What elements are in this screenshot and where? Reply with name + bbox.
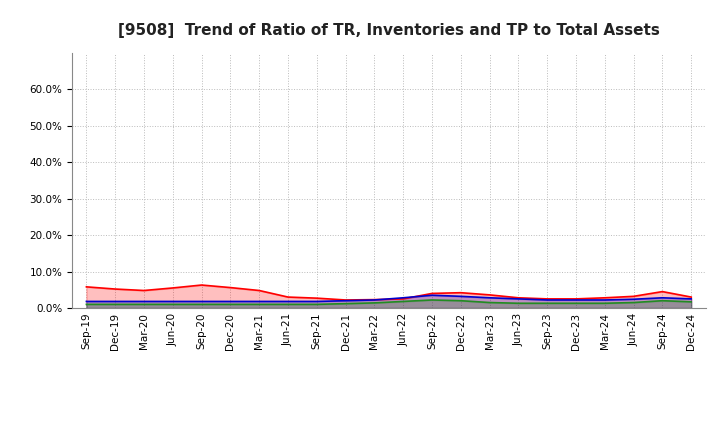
Trade Receivables bbox=[572, 296, 580, 301]
Trade Receivables bbox=[255, 288, 264, 293]
Trade Payables bbox=[399, 299, 408, 304]
Trade Payables bbox=[456, 298, 465, 303]
Inventories bbox=[428, 293, 436, 298]
Trade Receivables bbox=[341, 297, 350, 303]
Trade Receivables bbox=[456, 290, 465, 295]
Trade Payables bbox=[82, 302, 91, 307]
Trade Receivables bbox=[543, 296, 552, 301]
Trade Receivables bbox=[399, 296, 408, 301]
Trade Payables bbox=[658, 298, 667, 303]
Trade Payables bbox=[485, 300, 494, 305]
Trade Payables bbox=[687, 299, 696, 304]
Inventories bbox=[140, 299, 148, 304]
Inventories bbox=[456, 293, 465, 299]
Trade Receivables bbox=[82, 284, 91, 290]
Trade Payables bbox=[572, 301, 580, 306]
Trade Payables bbox=[284, 302, 292, 307]
Line: Inventories: Inventories bbox=[86, 295, 691, 301]
Inventories bbox=[687, 296, 696, 301]
Trade Payables bbox=[226, 302, 235, 307]
Inventories bbox=[82, 299, 91, 304]
Trade Payables bbox=[140, 302, 148, 307]
Inventories bbox=[111, 299, 120, 304]
Trade Receivables bbox=[312, 296, 321, 301]
Trade Receivables bbox=[226, 285, 235, 290]
Trade Payables bbox=[543, 301, 552, 306]
Inventories bbox=[629, 297, 638, 302]
Trade Receivables bbox=[485, 292, 494, 297]
Line: Trade Payables: Trade Payables bbox=[86, 300, 691, 304]
Inventories bbox=[168, 299, 177, 304]
Trade Receivables bbox=[658, 289, 667, 294]
Trade Payables bbox=[514, 301, 523, 306]
Trade Receivables bbox=[514, 295, 523, 301]
Inventories bbox=[255, 299, 264, 304]
Trade Receivables bbox=[600, 295, 609, 301]
Inventories bbox=[284, 299, 292, 304]
Trade Payables bbox=[255, 302, 264, 307]
Trade Payables bbox=[629, 300, 638, 305]
Trade Receivables bbox=[428, 291, 436, 296]
Inventories bbox=[226, 299, 235, 304]
Trade Receivables bbox=[284, 294, 292, 300]
Trade Receivables bbox=[197, 282, 206, 288]
Trade Payables bbox=[197, 302, 206, 307]
Trade Payables bbox=[111, 302, 120, 307]
Trade Receivables bbox=[370, 297, 379, 302]
Trade Receivables bbox=[168, 285, 177, 290]
Inventories bbox=[370, 297, 379, 303]
Trade Receivables bbox=[140, 288, 148, 293]
Trade Payables bbox=[428, 297, 436, 303]
Inventories bbox=[514, 296, 523, 301]
Inventories bbox=[543, 297, 552, 303]
Inventories bbox=[600, 297, 609, 303]
Line: Trade Receivables: Trade Receivables bbox=[86, 285, 691, 300]
Inventories bbox=[197, 299, 206, 304]
Inventories bbox=[341, 298, 350, 303]
Inventories bbox=[658, 295, 667, 301]
Trade Payables bbox=[370, 300, 379, 305]
Trade Payables bbox=[600, 301, 609, 306]
Trade Receivables bbox=[687, 294, 696, 300]
Trade Payables bbox=[312, 302, 321, 307]
Inventories bbox=[399, 295, 408, 301]
Trade Receivables bbox=[111, 286, 120, 292]
Inventories bbox=[312, 299, 321, 304]
Text: [9508]  Trend of Ratio of TR, Inventories and TP to Total Assets: [9508] Trend of Ratio of TR, Inventories… bbox=[118, 23, 660, 38]
Inventories bbox=[485, 295, 494, 301]
Trade Payables bbox=[168, 302, 177, 307]
Inventories bbox=[572, 297, 580, 303]
Trade Payables bbox=[341, 301, 350, 306]
Trade Receivables bbox=[629, 293, 638, 299]
